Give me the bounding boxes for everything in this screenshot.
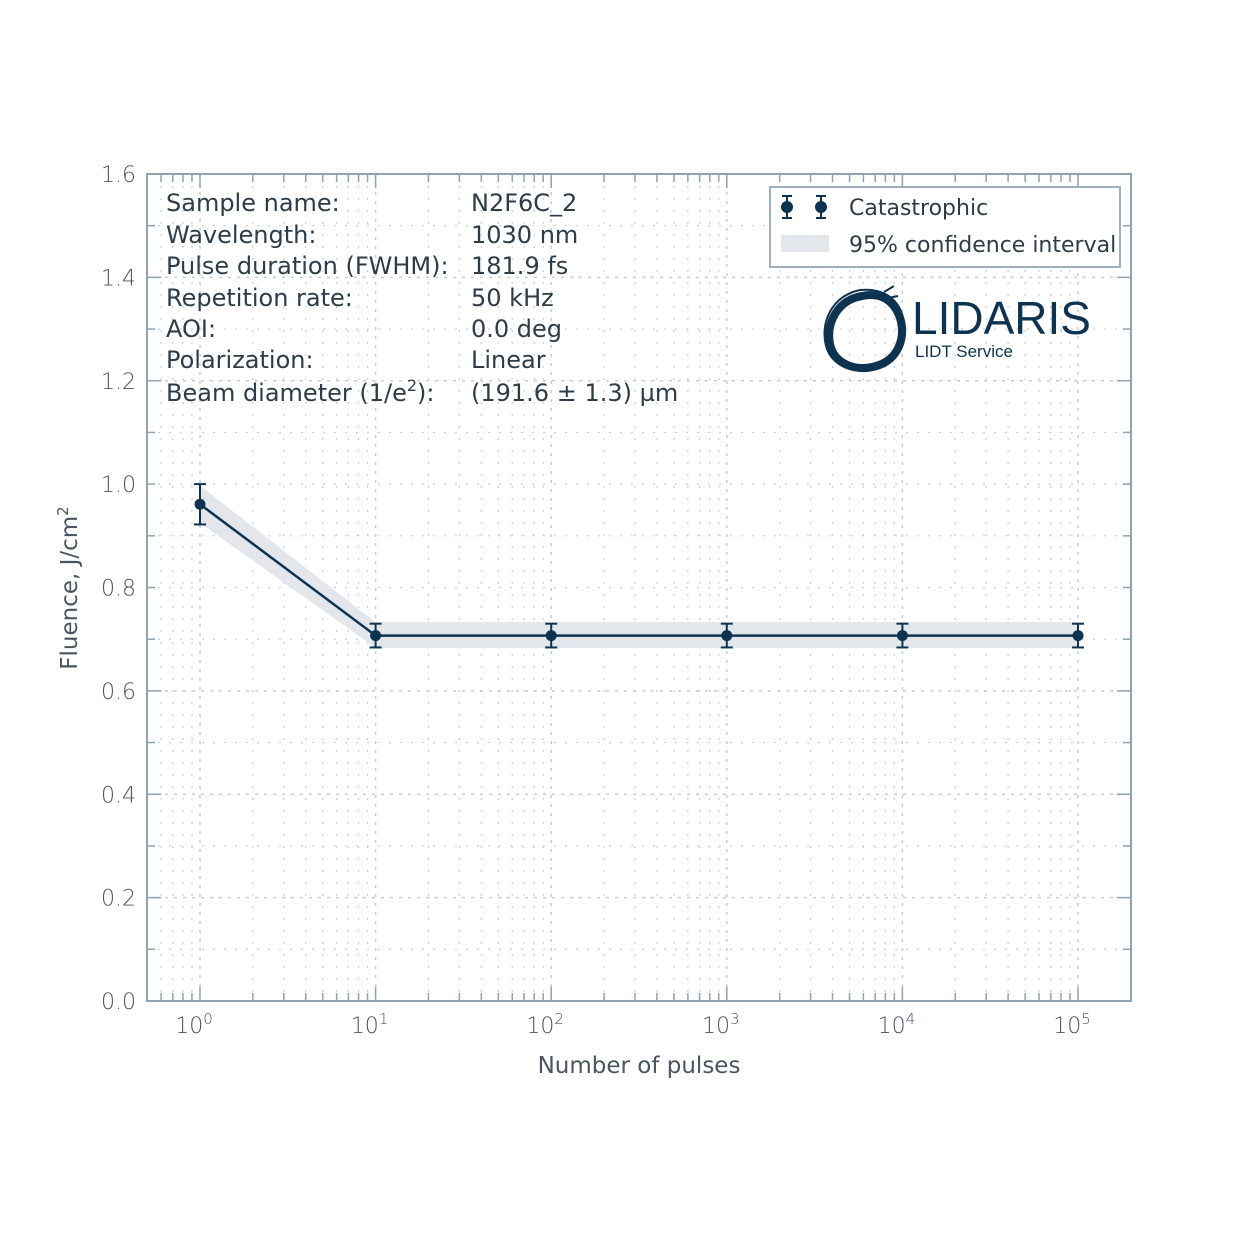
info-value-beam: (191.6 ± 1.3) µm	[471, 379, 678, 407]
y-axis-title: Fluence, J/cm2	[54, 506, 83, 669]
info-value-pulse-duration: 181.9 fs	[471, 252, 568, 280]
x-tick-label: 101	[351, 1010, 389, 1039]
logo-tagline: LIDT Service	[915, 342, 1013, 361]
sample-info: Sample name: Wavelength: Pulse duration …	[166, 189, 678, 407]
series-line	[199, 503, 1078, 637]
data-point	[194, 483, 206, 526]
y-tick-label: 0.2	[101, 887, 136, 912]
info-value-polarization: Linear	[471, 346, 546, 374]
legend: Catastrophic 95% confidence interval	[769, 186, 1121, 268]
data-point	[1072, 622, 1084, 649]
confidence-band-area	[200, 485, 1078, 648]
data-point	[545, 622, 558, 649]
info-value-rep-rate: 50 kHz	[471, 284, 554, 312]
x-tick-label: 102	[526, 1010, 564, 1039]
y-tick-label: 1.6	[101, 163, 136, 188]
x-tick-label: 100	[175, 1010, 213, 1039]
lidaris-ring-icon	[823, 285, 906, 372]
y-tick-label: 1.0	[101, 473, 136, 498]
legend-box	[769, 186, 1121, 268]
errorbar-marker-icon	[781, 195, 827, 219]
info-label-polarization: Polarization:	[166, 346, 314, 374]
x-tick-label: 105	[1053, 1010, 1091, 1039]
lidaris-logo: LIDARIS LIDT Service	[823, 285, 1091, 372]
info-label-aoi: AOI:	[166, 315, 216, 343]
y-tick-label: 1.4	[101, 266, 136, 291]
x-tick-label: 104	[878, 1010, 916, 1039]
info-value-wavelength: 1030 nm	[471, 221, 578, 249]
y-tick-label: 0.6	[101, 680, 136, 705]
data-point	[369, 622, 382, 649]
y-tick-label: 0.4	[101, 783, 136, 808]
y-tick-label: 1.2	[101, 370, 136, 395]
info-label-rep-rate: Repetition rate:	[166, 284, 353, 312]
info-label-sample: Sample name:	[166, 189, 340, 217]
y-tick-labels: 0.0 0.2 0.4 0.6 0.8 1.0 1.2 1.4 1.6	[101, 163, 136, 1015]
x-tick-label: 103	[702, 1010, 740, 1039]
info-label-wavelength: Wavelength:	[166, 221, 316, 249]
axis-ticks	[147, 173, 1131, 1002]
catastrophic-series	[194, 483, 1084, 649]
y-tick-label: 0.8	[101, 577, 136, 602]
legend-label-catastrophic: Catastrophic	[849, 196, 988, 221]
info-label-beam: Beam diameter (1/e2):	[166, 376, 435, 407]
x-axis-title: Number of pulses	[538, 1053, 741, 1079]
x-tick-labels: 100 101 102 103 104 105	[175, 1010, 1091, 1039]
data-point	[720, 622, 733, 649]
confidence-band	[200, 485, 1078, 648]
info-value-aoi: 0.0 deg	[471, 315, 562, 343]
info-value-sample: N2F6C_2	[471, 189, 577, 217]
band-swatch-icon	[781, 235, 829, 252]
legend-label-confidence: 95% confidence interval	[849, 233, 1116, 258]
info-label-pulse-duration: Pulse duration (FWHM):	[166, 252, 449, 280]
data-point	[896, 622, 909, 649]
y-tick-label: 0.0	[101, 990, 136, 1015]
logo-wordmark: LIDARIS	[912, 292, 1091, 344]
